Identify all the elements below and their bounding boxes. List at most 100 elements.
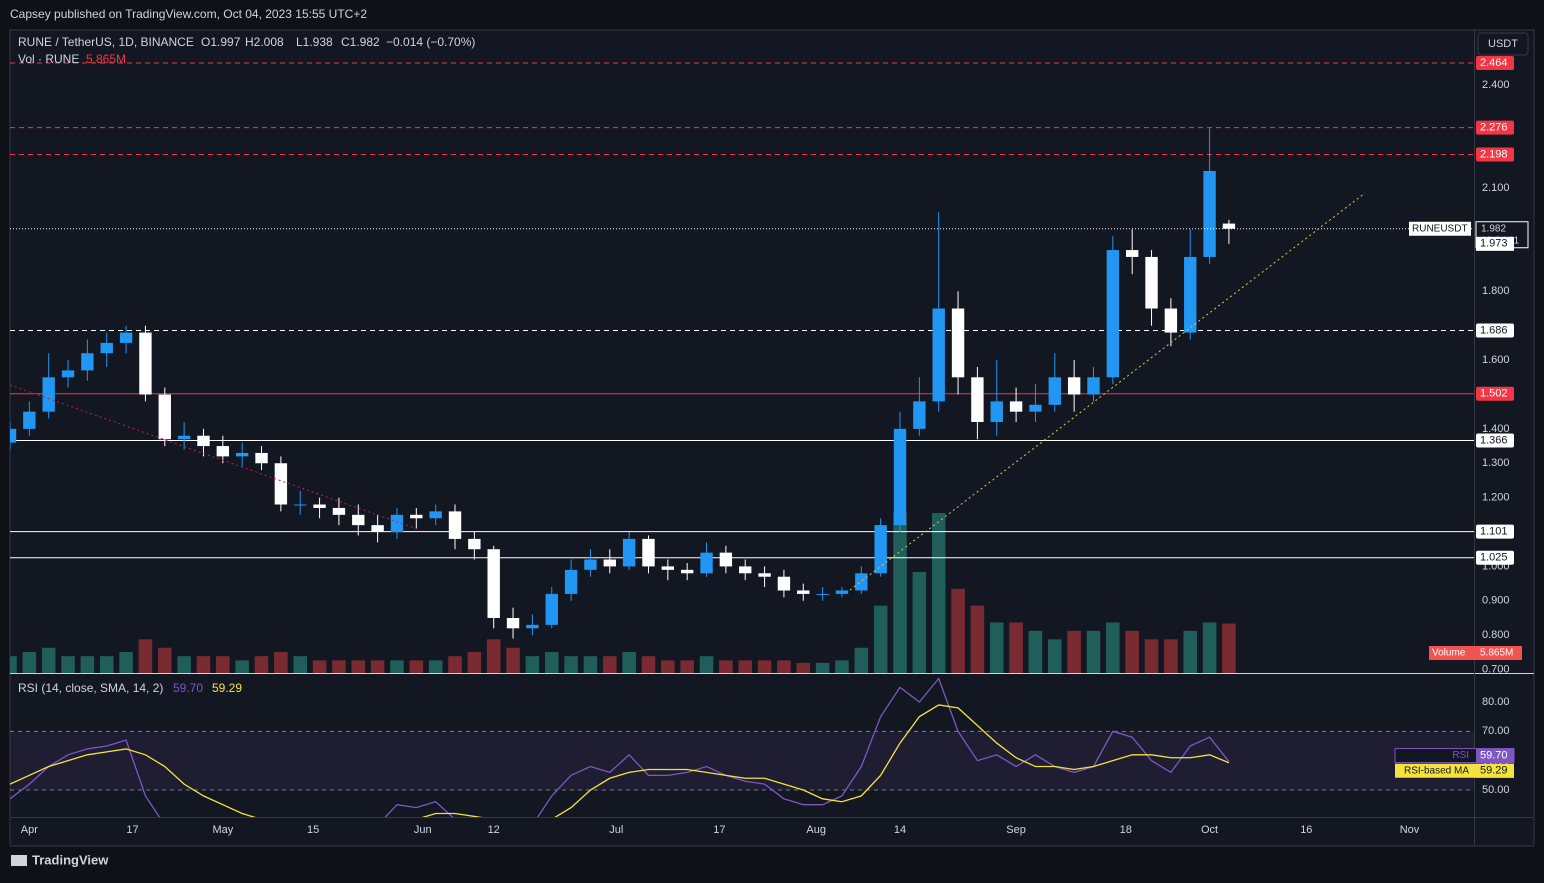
x-tick-label: Jun	[414, 824, 432, 836]
candle-body	[835, 590, 849, 594]
price-pane	[10, 62, 1474, 673]
level-marker	[1476, 323, 1514, 338]
volume-bar	[467, 651, 482, 673]
candle-body	[1164, 308, 1178, 333]
volume-bar	[603, 656, 617, 673]
brand-logo	[11, 855, 27, 866]
candle-body	[661, 566, 675, 570]
volume-bar	[1164, 639, 1178, 673]
candle-body	[1009, 401, 1023, 412]
candle-body	[1067, 377, 1081, 395]
volume-bar	[1202, 622, 1217, 673]
candle-body	[429, 511, 442, 519]
candle-body	[352, 514, 365, 526]
candle-body	[971, 377, 984, 422]
volume-bar	[641, 656, 656, 673]
volume-bar	[564, 656, 578, 673]
rsi-line	[10, 677, 1230, 817]
rsi-line	[10, 704, 1230, 817]
volume-bar	[506, 647, 520, 673]
rsi-marker-value: 59.29	[1480, 765, 1508, 777]
y-tick-label: 0.800	[1482, 629, 1510, 641]
rsi-tick-label: 70.00	[1482, 725, 1510, 737]
level-marker	[1476, 386, 1514, 401]
candle-body	[603, 559, 616, 567]
x-tick-label: May	[212, 824, 233, 836]
candle-body	[1029, 404, 1042, 412]
volume-bar	[1125, 630, 1139, 673]
candle-body	[1145, 256, 1158, 309]
currency-button[interactable]	[1477, 32, 1529, 56]
volume-bar	[719, 660, 733, 673]
volume-bar	[525, 656, 540, 673]
candle-body	[197, 435, 210, 447]
candle-body	[100, 342, 113, 354]
candle-body	[1125, 250, 1139, 257]
rsi-marker-name: RSI-based MA	[1404, 765, 1469, 776]
y-tick-label: 0.900	[1482, 595, 1510, 607]
y-tick-label: 0.700	[1482, 663, 1510, 675]
rsi-tick-label: 50.00	[1482, 784, 1510, 796]
y-tick-label: 1.200	[1482, 492, 1510, 504]
candle-body	[274, 463, 288, 505]
open: O1.997	[201, 35, 241, 49]
x-tick-label: 14	[894, 824, 906, 836]
candle-body	[622, 538, 636, 567]
candle-body	[719, 552, 733, 567]
volume-bar	[138, 639, 153, 673]
candle-body	[1087, 377, 1100, 395]
volume-bar	[1067, 630, 1081, 673]
volume-bar	[854, 647, 869, 673]
volume-bar	[757, 660, 772, 673]
volume-bar	[370, 660, 385, 673]
volume-bar	[1106, 622, 1120, 673]
x-tick-label: Aug	[806, 824, 826, 836]
candle-body	[1203, 170, 1216, 257]
volume-bar	[409, 660, 424, 673]
candle-body	[1222, 223, 1236, 229]
candle-body	[739, 566, 752, 574]
candle-body	[758, 573, 771, 577]
level-marker	[1476, 147, 1514, 162]
volume-bar	[873, 605, 888, 673]
x-tick-label: 17	[713, 824, 725, 836]
y-tick-label: 1.400	[1482, 423, 1510, 435]
volume-marker-value: 5.865M	[1480, 648, 1513, 659]
level-label: 2.198	[1480, 148, 1508, 160]
x-tick-label: Oct	[1201, 824, 1218, 836]
volume-bar	[544, 651, 559, 673]
candle-body	[448, 511, 462, 539]
candle-body	[893, 428, 907, 526]
candle-body	[1048, 377, 1061, 405]
level-label: 1.366	[1480, 434, 1508, 446]
volume-bar	[428, 660, 443, 673]
last-price-label: 1.982	[1481, 223, 1506, 234]
candle-body	[1106, 250, 1120, 378]
volume-bar	[216, 656, 230, 673]
rsi-marker-value: 59.70	[1480, 749, 1508, 761]
level-label: 1.101	[1480, 526, 1508, 538]
volume-bar	[777, 660, 791, 673]
volume-value: 5.865M	[86, 52, 126, 66]
currency[interactable]: USDT	[1488, 38, 1518, 50]
candle-body	[874, 525, 887, 574]
y-tick-label: 1.300	[1482, 457, 1510, 469]
volume-bar	[254, 656, 269, 673]
volume-bar	[661, 660, 675, 673]
candle-body	[487, 549, 500, 618]
level-label: 1.502	[1480, 388, 1508, 400]
volume-bar	[41, 647, 56, 673]
candle-body	[332, 507, 346, 515]
candle-body	[139, 332, 152, 395]
rsi-ma-value: 59.29	[212, 681, 242, 695]
y-tick-label: 2.100	[1482, 182, 1510, 194]
candle-body	[506, 617, 520, 629]
trend-line	[849, 192, 1366, 591]
candle-body	[410, 514, 423, 519]
change: −0.014 (−0.70%)	[386, 35, 475, 49]
prev-close-label: 1.973	[1480, 238, 1508, 250]
overlay: 0.7000.8000.9001.0001.2001.3001.4001.600…	[21, 56, 1529, 836]
candle-body	[119, 332, 133, 343]
candle-body	[81, 353, 94, 371]
